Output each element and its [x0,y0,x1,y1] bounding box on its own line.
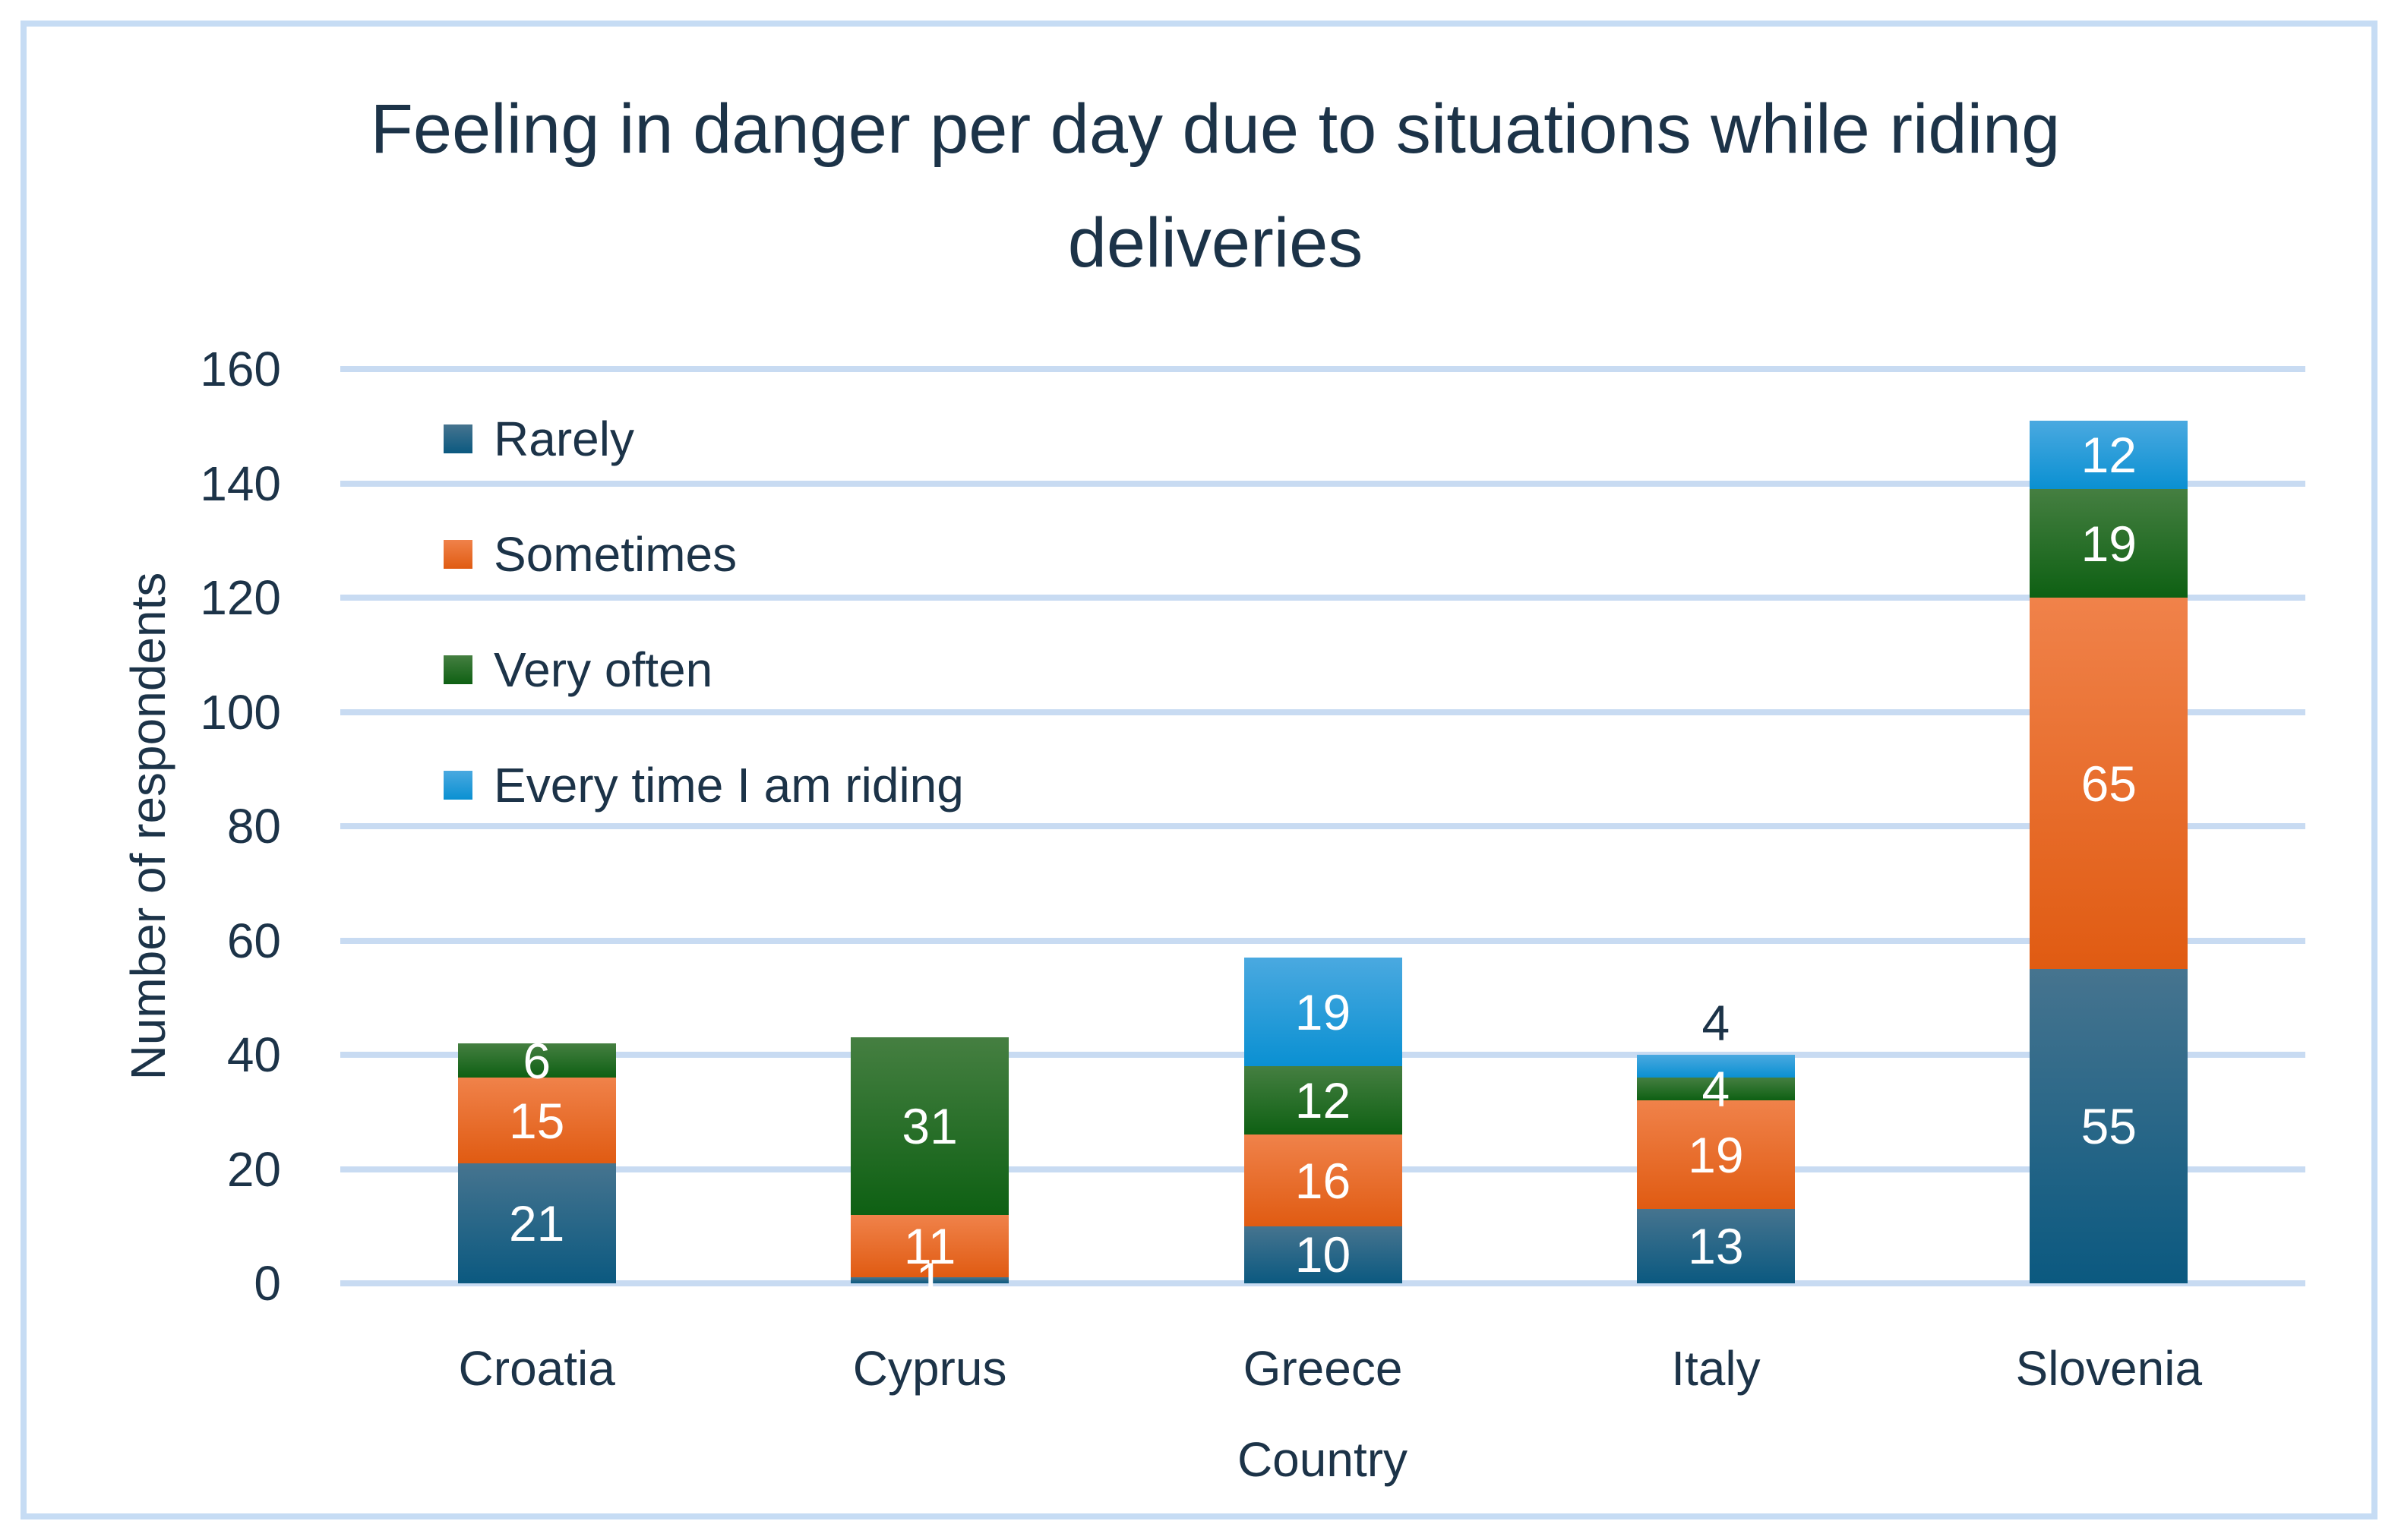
x-tick-label-italy: Italy [1671,1341,1761,1396]
bar-label: 12 [2080,426,2137,483]
x-tick-label-slovenia: Slovenia [2015,1341,2203,1396]
y-tick-label: 0 [254,1256,281,1311]
x-axis-title: Country [1237,1432,1408,1487]
gridline [340,480,2305,487]
y-tick-label: 140 [200,456,281,511]
gridline [340,366,2305,372]
legend-label-every-time-i-am-riding: Every time I am riding [494,758,964,813]
bar-segment-very-often-cyprus [851,1037,1009,1215]
bar-label: 10 [1294,1226,1351,1283]
y-tick-label: 120 [200,570,281,625]
bar-label: 19 [1294,983,1351,1040]
bar-label: 65 [2080,755,2137,812]
bar-segment-rarely-italy [1636,1209,1795,1283]
legend-item-very-often: Very often [444,642,712,697]
bar-label: 19 [2080,515,2137,572]
y-tick-label: 60 [226,913,281,968]
bar-label: 13 [1688,1218,1744,1275]
bar-segment-sometimes-italy [1636,1100,1795,1210]
y-tick-label: 20 [226,1141,281,1197]
legend-item-rarely: Rarely [444,412,634,466]
bar-label: 4 [1701,995,1730,1051]
bar-label: 1 [915,1252,944,1309]
y-tick-label: 40 [226,1027,281,1082]
bar-segment-every-time-i-am-riding-slovenia [2030,420,2188,490]
legend-item-sometimes: Sometimes [444,527,737,582]
chart-title: Feeling in danger per day due to situati… [370,90,2061,282]
y-tick-label: 80 [226,799,281,854]
gridline [340,708,2305,715]
legend-label-rarely: Rarely [494,412,634,466]
bar-label: 31 [902,1098,958,1155]
gridline [340,595,2305,601]
bar-segment-rarely-slovenia [2030,969,2188,1283]
gridline [340,823,2305,829]
bar-segment-very-often-greece [1243,1066,1402,1135]
legend-swatch-very-often [444,655,472,684]
bar-segment-sometimes-cyprus [851,1214,1009,1278]
bar-segment-very-often-croatia [457,1043,616,1078]
bar-label: 12 [1294,1072,1351,1129]
bar-label: 55 [2080,1098,2137,1155]
bar-label: 4 [1701,1061,1730,1118]
bar-segment-sometimes-slovenia [2030,598,2188,970]
legend-item-every-time-i-am-riding: Every time I am riding [444,758,964,813]
x-tick-label-cyprus: Cyprus [852,1341,1007,1396]
bar-label: 15 [508,1092,565,1149]
gridline [340,1280,2305,1286]
legend-swatch-rarely [444,424,472,453]
bar-label: 11 [903,1218,956,1275]
legend-swatch-every-time-i-am-riding [444,771,472,800]
legend-label-sometimes: Sometimes [494,527,738,582]
bar-segment-rarely-greece [1243,1226,1402,1283]
y-tick-label: 100 [200,684,281,740]
bar-segment-every-time-i-am-riding-italy [1636,1055,1795,1078]
bar-segment-sometimes-croatia [457,1078,616,1163]
bar-segment-rarely-cyprus [851,1277,1009,1283]
bar-segment-very-often-slovenia [2030,489,2188,598]
bar-segment-sometimes-greece [1243,1134,1402,1226]
x-tick-label-greece: Greece [1243,1341,1403,1396]
gridline [340,937,2305,944]
bar-label: 19 [1688,1126,1744,1183]
bar-segment-rarely-croatia [457,1163,616,1283]
y-tick-label: 160 [200,342,281,396]
bar-segment-very-often-italy [1636,1078,1795,1101]
legend-label-very-often: Very often [494,642,713,697]
legend-swatch-sometimes [444,540,472,569]
bar-label: 6 [523,1032,551,1089]
bar-segment-every-time-i-am-riding-greece [1243,958,1402,1067]
bar-label: 16 [1294,1152,1351,1209]
bar-label: 21 [508,1194,565,1251]
x-tick-label-croatia: Croatia [458,1341,615,1396]
